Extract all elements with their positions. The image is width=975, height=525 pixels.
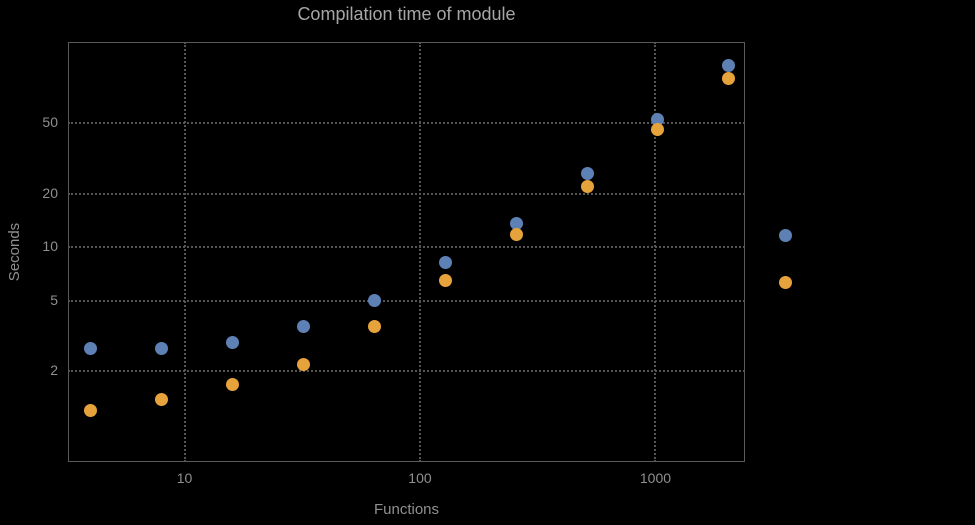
data-point-blue [296,319,310,333]
legend-marker-orange [779,276,792,289]
data-point-orange [84,404,98,418]
data-point-blue [509,217,523,231]
y-tick-label: 2 [50,362,58,379]
horizontal-gridline [68,246,745,249]
data-point-blue [226,336,240,350]
horizontal-gridline [68,121,745,124]
data-point-orange [509,227,523,241]
y-tick-label: 50 [42,113,58,130]
x-axis-label: Functions [373,501,440,518]
y-tick-label: 10 [42,238,58,255]
data-point-blue [438,255,452,269]
vertical-gridline [654,42,657,462]
data-point-orange [296,357,310,371]
y-tick-label: 5 [50,291,58,308]
data-point-orange [580,179,594,193]
data-point-blue [722,58,736,72]
data-point-orange [226,377,240,391]
horizontal-gridline [68,192,745,195]
legend-marker-blue [779,229,792,242]
data-point-blue [84,341,98,355]
x-tick-label: 10 [176,470,193,486]
vertical-gridline [183,42,186,462]
horizontal-gridline [68,299,745,302]
plot-frame [68,42,745,462]
vertical-gridline [418,42,421,462]
horizontal-gridline [68,370,745,373]
data-point-orange [651,122,665,136]
data-point-blue [155,341,169,355]
data-point-blue [580,166,594,180]
data-point-orange [438,273,452,287]
x-tick-label: 1000 [639,470,672,486]
legend [779,229,795,299]
data-point-orange [155,392,169,406]
y-tick-label: 20 [42,184,58,201]
data-point-orange [722,72,736,86]
chart-title: Compilation time of module [297,4,516,24]
data-point-orange [367,319,381,333]
data-point-blue [367,294,381,308]
x-tick-label: 100 [408,470,432,486]
